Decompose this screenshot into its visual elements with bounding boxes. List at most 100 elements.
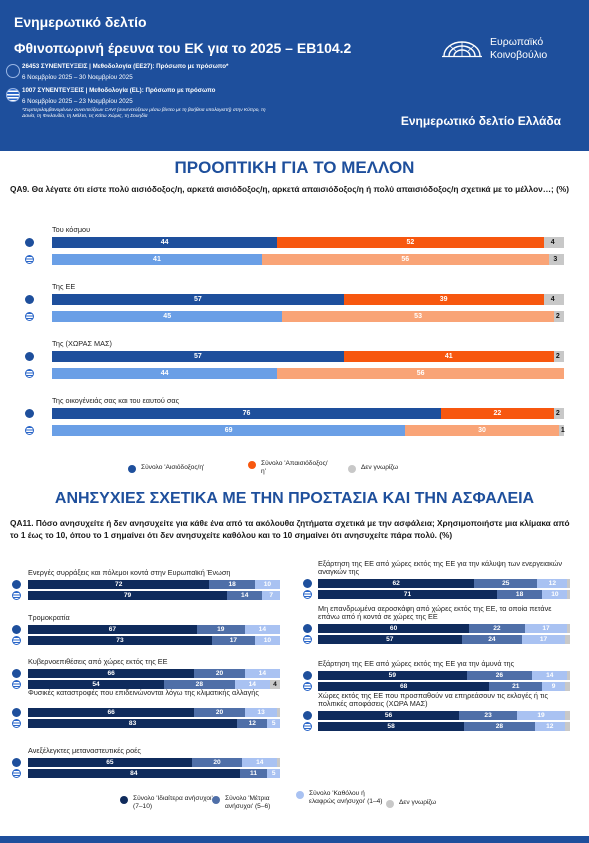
concern-bar-eu: 60 22 17 xyxy=(318,624,570,633)
concern-bar-gr: 79 14 7 xyxy=(28,591,280,600)
outlook-bar-gr: 45 53 xyxy=(52,311,564,322)
concern-segment: 71 xyxy=(318,590,497,599)
concern-bar-eu: 65 20 14 xyxy=(28,758,280,767)
eu-flag-icon xyxy=(12,758,21,767)
concern-category-label: Φυσικές καταστροφές που επιδεινώνονται λ… xyxy=(28,688,259,697)
outlook-segment: 76 xyxy=(52,408,442,419)
legend1-swatch-dk xyxy=(348,465,356,473)
outlook-bar-gr: 44 56 xyxy=(52,368,564,379)
outlook-segment: 41 xyxy=(52,254,262,265)
concern-segment: 28 xyxy=(464,722,535,731)
outlook-dk-value: 1 xyxy=(560,427,565,434)
concern-segment: 20 xyxy=(194,669,245,678)
concern-segment: 19 xyxy=(196,625,245,634)
concern-bar-eu: 62 25 12 xyxy=(318,579,570,588)
outlook-segment: 44 xyxy=(52,237,278,248)
outlook-segment: 45 xyxy=(52,311,283,322)
outlook-category-label: Του κόσμου xyxy=(52,225,91,234)
concern-category-label: Τρομοκρατία xyxy=(28,613,70,622)
concern-category-label: Εξάρτηση της ΕΕ από χώρες εκτός της ΕΕ γ… xyxy=(318,559,562,576)
concern-segment xyxy=(277,708,280,717)
outlook-bar-gr: 69 30 xyxy=(52,425,564,436)
outlook-bar-eu: 44 52 xyxy=(52,237,564,248)
concern-segment: 14 xyxy=(234,680,270,689)
parliament-hemicycle-icon xyxy=(442,41,482,58)
greece-flag-icon xyxy=(12,591,21,600)
concern-segment xyxy=(277,758,280,767)
logo-text-line1: Ευρωπαϊκό xyxy=(490,36,544,48)
legend2-item-dk: Δεν γνωρίζω xyxy=(386,799,436,808)
outlook-segment: 57 xyxy=(52,294,344,305)
greece-flag-icon xyxy=(6,88,20,102)
eu-interviews-text: 26453 ΣΥΝΕΝΤΕΥΞΕΙΣ | Μεθοδολογία (ΕΕ27):… xyxy=(22,63,229,70)
legend1-label-pessimist: Σύνολο 'Απαισιόδοξος/η' xyxy=(261,460,328,475)
outlook-segment xyxy=(543,237,564,248)
eu-flag-icon xyxy=(303,711,312,720)
page-title: Ενημερωτικό δελτίο xyxy=(14,14,147,30)
legend2-swatch-moderate xyxy=(212,796,220,804)
eu-flag-icon xyxy=(303,624,312,633)
concern-segment: 23 xyxy=(459,711,518,720)
concern-segment: 56 xyxy=(318,711,460,720)
concern-segment: 12 xyxy=(237,719,268,728)
outlook-dk-value: 2 xyxy=(555,410,560,417)
footnote: *Συμπεριλαμβανομένων συνεντεύξεων CAVI (… xyxy=(22,108,266,119)
legend1-item-pessimist: Σύνολο 'Απαισιόδοξος/η' xyxy=(248,460,331,476)
concern-bar-gr: 84 11 5 xyxy=(28,769,280,778)
logo-text-line2: Κοινοβούλιο xyxy=(490,49,548,61)
outlook-category-label: Της (ΧΩΡΑΣ ΜΑΣ) xyxy=(52,339,112,348)
parliament-logo: Ευρωπαϊκό Κοινοβούλιο xyxy=(440,34,570,66)
outlook-segment: 57 xyxy=(52,351,344,362)
outlook-segment xyxy=(553,351,564,362)
concern-segment: 14 xyxy=(242,758,278,767)
greece-flag-icon xyxy=(303,682,312,691)
outlook-category-label: Της οικογένειάς σας και του εαυτού σας xyxy=(52,396,180,405)
concern-segment: 5 xyxy=(267,719,280,728)
greece-flag-icon xyxy=(25,369,34,378)
concern-bar-eu: 56 23 19 xyxy=(318,711,570,720)
concern-segment: 11 xyxy=(239,769,268,778)
greece-flag-icon xyxy=(12,636,21,645)
concern-bar-gr: 58 28 12 xyxy=(318,722,570,731)
concern-segment: 20 xyxy=(194,708,245,717)
legend1-swatch-pessimist xyxy=(248,461,256,469)
concern-segment: 68 xyxy=(318,682,490,691)
concern-segment: 14 xyxy=(244,625,280,634)
eu-flag-icon xyxy=(303,579,312,588)
page-subtitle: Φθινοπωρινή έρευνα του ΕΚ για το 2025 – … xyxy=(14,40,352,56)
greece-flag-icon xyxy=(25,255,34,264)
eu-flag-icon xyxy=(25,352,34,361)
concern-segment: 25 xyxy=(474,579,538,588)
outlook-segment: 44 xyxy=(52,368,278,379)
concern-segment: 17 xyxy=(211,636,255,645)
outlook-segment: 56 xyxy=(277,368,564,379)
gr-methodology: 1007 ΣΥΝΕΝΤΕΥΞΕΙΣ | Μεθοδολογία (EL): Πρ… xyxy=(22,86,215,106)
concern-segment: 14 xyxy=(227,591,263,600)
greece-flag-icon xyxy=(303,635,312,644)
outlook-segment xyxy=(543,294,564,305)
concern-segment xyxy=(564,682,570,691)
concern-segment: 12 xyxy=(534,722,565,731)
legend2-label-moderate: Σύνολο 'Μέτρια ανήσυχοι' (5–6) xyxy=(225,795,271,810)
concern-segment: 10 xyxy=(542,590,568,599)
section2-question: QA11. Πόσο ανησυχείτε ή δεν ανησυχείτε γ… xyxy=(10,518,570,540)
concern-segment: 20 xyxy=(191,758,243,767)
legend2-item-moderate: Σύνολο 'Μέτρια ανήσυχοι' (5–6) xyxy=(212,795,295,811)
concern-segment xyxy=(564,711,570,720)
outlook-bar-eu: 57 41 xyxy=(52,351,564,362)
outlook-dk-value: 2 xyxy=(555,313,560,320)
legend2-swatch-dk xyxy=(386,800,394,808)
outlook-dk-value: 2 xyxy=(555,353,560,360)
eu-flag-icon xyxy=(12,580,21,589)
concern-segment: 79 xyxy=(28,591,228,600)
gr-dates-text: 6 Νοεμβρίου 2025 – 23 Νοεμβρίου 2025 xyxy=(22,98,133,105)
concern-segment: 60 xyxy=(318,624,470,633)
concern-segment: 21 xyxy=(489,682,543,691)
section1-title: ΠΡΟΟΠΤΙΚΗ ΓΙΑ ΤΟ ΜΕΛΛΟΝ xyxy=(174,158,415,177)
outlook-segment: 52 xyxy=(277,237,544,248)
greece-flag-icon xyxy=(303,590,312,599)
legend2-label-notatall: Σύνολο 'Καθόλου ή ελαφρώς ανήσυχοι' (1–4… xyxy=(309,790,383,805)
concern-segment: 62 xyxy=(318,579,475,588)
concern-segment: 84 xyxy=(28,769,240,778)
outlook-dk-value: 4 xyxy=(550,296,555,303)
